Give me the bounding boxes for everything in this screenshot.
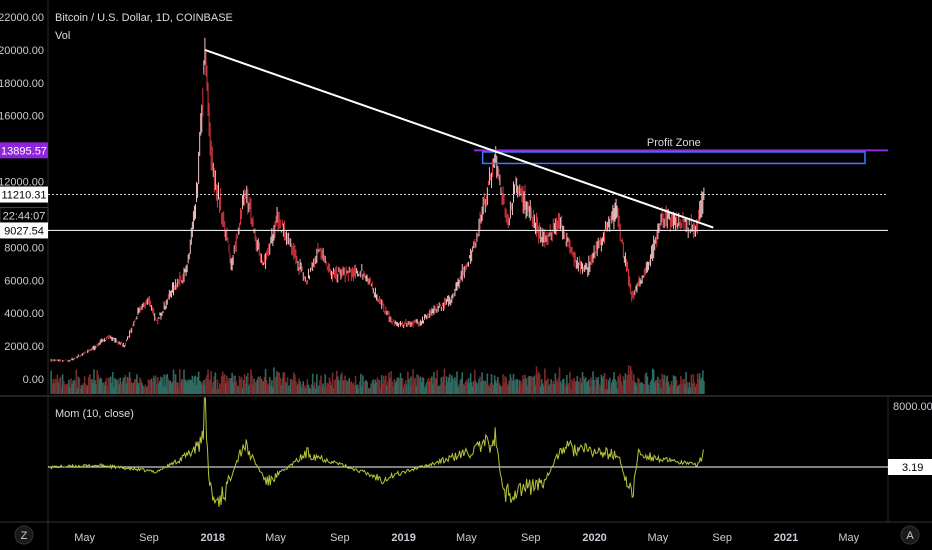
profit-zone-box[interactable] <box>481 151 866 165</box>
toggle-log-button[interactable]: Z <box>14 525 34 545</box>
price-tag-last: 11210.31 <box>0 186 48 203</box>
price-tick-label: 22000.00 <box>0 12 44 24</box>
volume-label: Vol <box>55 30 70 42</box>
price-tick-label: 18000.00 <box>0 78 44 90</box>
price-tag-profit: 13895.57 <box>0 142 48 159</box>
countdown-label: 22:44:07 <box>3 211 46 223</box>
price-tick-label: 16000.00 <box>0 111 44 123</box>
countdown-tag: 22:44:07 <box>0 207 49 225</box>
downtrend-line[interactable] <box>204 48 714 229</box>
time-tick-label: 2020 <box>582 532 606 544</box>
price-tick-label: 6000.00 <box>4 275 44 287</box>
price-tick-label: 2000.00 <box>4 341 44 353</box>
auto-scale-label: A <box>906 530 914 542</box>
time-tick-label: Sep <box>521 532 541 544</box>
auto-scale-button[interactable]: A <box>900 525 920 545</box>
price-tag-last-label: 11210.31 <box>1 190 46 202</box>
momentum-axis-label: 8000.00 <box>893 401 932 413</box>
price-tick-label: 12000.00 <box>0 177 44 189</box>
momentum-value-tag: 3.19 <box>888 459 932 475</box>
symbol-title: Bitcoin / U.S. Dollar, 1D, COINBASE <box>55 12 233 24</box>
toggle-log-label: Z <box>21 530 28 542</box>
time-tick-label: Sep <box>139 532 159 544</box>
level-lines <box>48 149 888 232</box>
price-tick-label: 4000.00 <box>4 308 44 320</box>
time-tick-label: 2018 <box>201 532 225 544</box>
momentum-line <box>50 397 704 507</box>
time-tick-label: May <box>647 532 668 544</box>
price-tag-profit-label: 13895.57 <box>1 145 47 157</box>
price-axis-ticks: 22000.00 20000.00 18000.00 16000.00 12000.00… <box>0 12 44 386</box>
momentum-value-label: 3.19 <box>902 462 923 474</box>
price-tick-label: 0.00 <box>23 374 44 386</box>
time-tick-label: May <box>74 532 95 544</box>
time-axis-ticks: May Sep 2018 May Sep 2019 May Sep 2020 May Sep 2021… <box>74 532 859 544</box>
time-tick-label: May <box>838 532 859 544</box>
time-tick-label: Sep <box>330 532 350 544</box>
profit-zone-label: Profit Zone <box>647 137 701 149</box>
time-tick-label: 2021 <box>774 532 798 544</box>
price-tag-support: 9027.54 <box>0 222 48 239</box>
time-tick-label: May <box>456 532 477 544</box>
time-tick-label: 2019 <box>391 532 415 544</box>
price-tick-label: 8000.00 <box>4 242 44 254</box>
price-candles <box>50 37 705 363</box>
price-tag-support-label: 9027.54 <box>4 225 44 237</box>
time-tick-label: Sep <box>712 532 732 544</box>
momentum-title: Mom (10, close) <box>55 408 134 420</box>
time-tick-label: May <box>265 532 286 544</box>
volume-bars <box>50 365 705 394</box>
price-tick-label: 20000.00 <box>0 45 44 57</box>
